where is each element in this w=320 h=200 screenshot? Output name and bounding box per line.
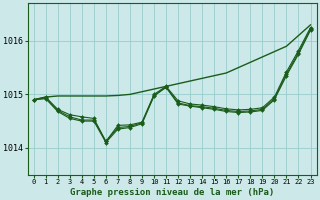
X-axis label: Graphe pression niveau de la mer (hPa): Graphe pression niveau de la mer (hPa)	[70, 188, 274, 197]
